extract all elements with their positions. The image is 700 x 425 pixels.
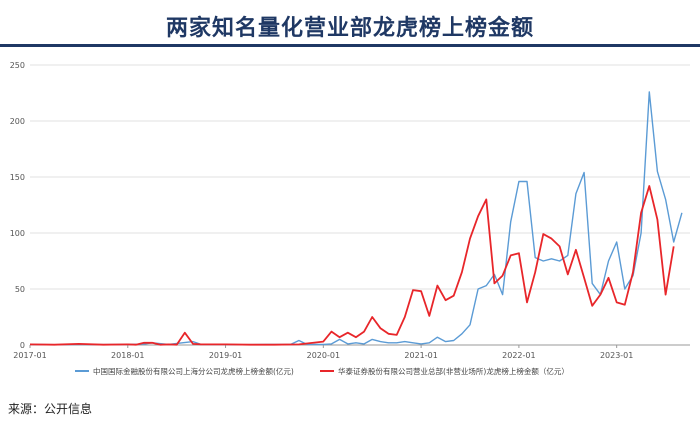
source-note: 来源：公开信息	[8, 402, 93, 416]
legend-label-1: 中国国际金融股份有限公司上海分公司龙虎榜上榜金额(亿元)	[93, 366, 294, 376]
x-tick-label: 2021-01	[404, 351, 437, 360]
y-tick-label: 150	[10, 173, 25, 182]
grid-layer	[30, 64, 690, 346]
y-tick-label: 0	[20, 341, 25, 350]
title-underline	[0, 44, 700, 47]
axis-layer: 0 50 100 150 200 250 2017-01 2018-01 2019-01 2020…	[10, 61, 634, 360]
y-tick-label: 250	[10, 61, 25, 70]
chart-title: 两家知名量化营业部龙虎榜上榜金额	[165, 16, 534, 41]
series-line-2	[29, 185, 675, 346]
y-tick-label: 200	[10, 117, 25, 126]
title-bar: 两家知名量化营业部龙虎榜上榜金额	[0, 0, 700, 48]
x-tick-label: 2022-01	[502, 351, 535, 360]
y-tick-label: 100	[10, 229, 25, 238]
series-line-1	[29, 91, 683, 346]
x-tick-label: 2017-01	[13, 351, 46, 360]
x-tick-label: 2019-01	[209, 351, 242, 360]
line-chart: 0 50 100 150 200 250 2017-01 2018-01 2019-01 2020…	[10, 61, 690, 376]
series-layer	[29, 91, 683, 346]
x-tick-label: 2020-01	[307, 351, 340, 360]
legend: 中国国际金融股份有限公司上海分公司龙虎榜上榜金额(亿元) 华泰证券股份有限公司营业…	[75, 366, 569, 376]
x-tick-label: 2018-01	[111, 351, 144, 360]
y-tick-label: 50	[15, 285, 25, 294]
x-tick-label: 2023-01	[600, 351, 633, 360]
legend-label-2: 华泰证券股份有限公司营业总部(非营业场所)龙虎榜上榜金额（亿元）	[338, 366, 569, 376]
